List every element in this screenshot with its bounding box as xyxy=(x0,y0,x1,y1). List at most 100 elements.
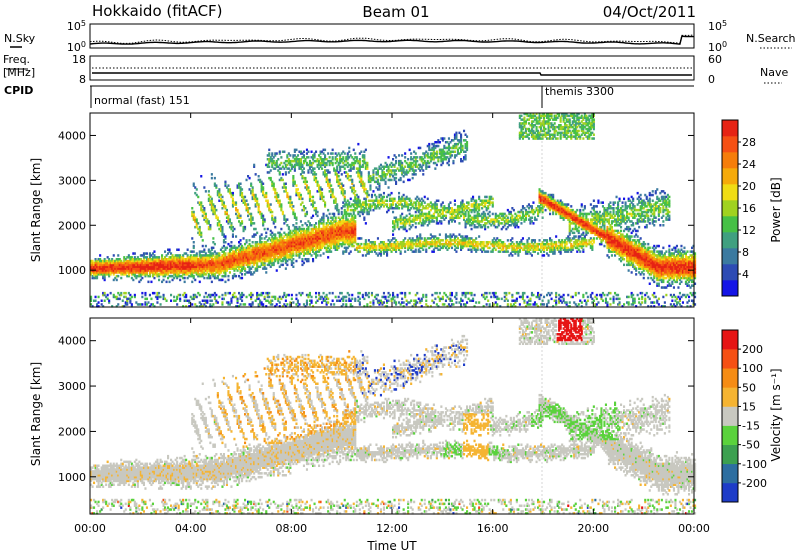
heatmap-cell xyxy=(207,265,210,268)
heatmap-cell xyxy=(405,169,408,172)
heatmap-cell xyxy=(292,233,295,236)
heatmap-cell xyxy=(366,212,369,216)
heatmap-cell xyxy=(170,259,173,263)
heatmap-cell xyxy=(272,233,275,236)
heatmap-cell xyxy=(358,297,361,301)
heatmap-cell xyxy=(413,173,416,176)
heatmap-cell xyxy=(289,233,292,236)
heatmap-cell xyxy=(322,173,325,176)
heatmap-cell xyxy=(431,250,434,253)
heatmap-cell xyxy=(382,173,386,176)
heatmap-cell xyxy=(441,161,444,165)
heatmap-cell xyxy=(408,169,411,172)
heatmap-cell xyxy=(254,205,257,208)
heatmap-cell xyxy=(352,199,355,202)
heatmap-cell xyxy=(419,241,422,244)
heatmap-cell xyxy=(278,199,281,202)
heatmap-cell xyxy=(272,261,275,265)
heatmap-cell xyxy=(148,263,152,267)
heatmap-cell xyxy=(305,227,309,231)
heatmap-cell xyxy=(158,269,161,272)
heatmap-cell xyxy=(173,276,176,280)
heatmap-cell xyxy=(109,269,112,272)
heatmap-cell xyxy=(395,207,398,210)
heatmap-cell xyxy=(351,231,354,235)
heatmap-cell xyxy=(117,274,120,278)
heatmap-cell xyxy=(296,159,300,163)
heatmap-cell xyxy=(324,201,327,204)
heatmap-cell xyxy=(315,254,318,257)
heatmap-cell xyxy=(164,261,167,265)
heatmap-cell xyxy=(124,259,127,263)
heatmap-cell xyxy=(260,233,263,236)
heatmap-cell xyxy=(260,246,263,250)
heatmap-cell xyxy=(301,171,304,174)
heatmap-cell xyxy=(401,244,404,248)
heatmap-cell xyxy=(318,297,321,301)
heatmap-cell xyxy=(393,301,396,304)
heatmap-cell xyxy=(206,267,209,270)
heatmap-cell xyxy=(245,256,248,259)
heatmap-cell xyxy=(346,154,349,157)
heatmap-cell xyxy=(408,178,411,182)
heatmap-cell xyxy=(266,158,269,161)
heatmap-cell xyxy=(245,241,248,244)
heatmap-cell xyxy=(228,244,232,248)
heatmap-cell xyxy=(419,199,422,202)
heatmap-cell xyxy=(272,159,275,163)
heatmap-cell xyxy=(127,274,130,278)
heatmap-cell xyxy=(135,301,138,304)
heatmap-cell xyxy=(440,239,443,242)
heatmap-cell xyxy=(337,241,340,244)
heatmap-cell xyxy=(313,156,316,159)
heatmap-cell xyxy=(429,220,432,223)
heatmap-cell xyxy=(367,295,370,299)
heatmap-cell xyxy=(200,208,203,212)
heatmap-cell xyxy=(139,278,142,282)
heatmap-cell xyxy=(106,271,109,274)
heatmap-cell xyxy=(310,299,313,302)
heatmap-cell xyxy=(346,173,349,176)
heatmap-cell xyxy=(289,163,292,167)
heatmap-cell xyxy=(154,263,158,267)
heatmap-cell xyxy=(308,246,312,250)
heatmap-cell xyxy=(201,263,204,267)
heatmap-cell xyxy=(441,152,444,155)
heatmap-cell xyxy=(194,191,197,195)
heatmap-cell xyxy=(164,259,167,263)
heatmap-cell xyxy=(206,295,209,299)
heatmap-cell xyxy=(395,205,398,208)
heatmap-cell xyxy=(275,159,278,163)
heatmap-cell xyxy=(364,239,367,242)
heatmap-cell xyxy=(313,241,316,244)
heatmap-cell xyxy=(257,305,260,308)
heatmap-cell xyxy=(260,190,263,193)
heatmap-cell xyxy=(310,163,313,167)
heatmap-cell xyxy=(435,242,438,246)
heatmap-cell xyxy=(289,197,292,201)
heatmap-cell xyxy=(96,261,99,265)
heatmap-cell xyxy=(204,256,207,259)
heatmap-cell xyxy=(283,218,286,221)
heatmap-cell xyxy=(438,220,441,223)
heatmap-cell xyxy=(312,237,315,240)
heatmap-cell xyxy=(355,248,358,251)
heatmap-cell xyxy=(416,208,419,212)
heatmap-cell xyxy=(215,258,218,261)
heatmap-cell xyxy=(304,258,307,261)
heatmap-cell xyxy=(322,158,325,161)
heatmap-cell xyxy=(228,191,232,195)
heatmap-cell xyxy=(357,291,360,295)
heatmap-cell xyxy=(248,242,251,246)
heatmap-cell xyxy=(384,248,387,251)
heatmap-cell xyxy=(340,207,343,210)
heatmap-cell xyxy=(266,163,269,167)
heatmap-cell xyxy=(414,299,417,302)
heatmap-cell xyxy=(259,256,262,259)
heatmap-cell xyxy=(319,297,322,301)
heatmap-cell xyxy=(144,259,147,263)
heatmap-cell xyxy=(299,229,303,233)
heatmap-cell xyxy=(248,252,251,255)
heatmap-cell xyxy=(392,233,395,236)
heatmap-cell xyxy=(340,225,343,229)
